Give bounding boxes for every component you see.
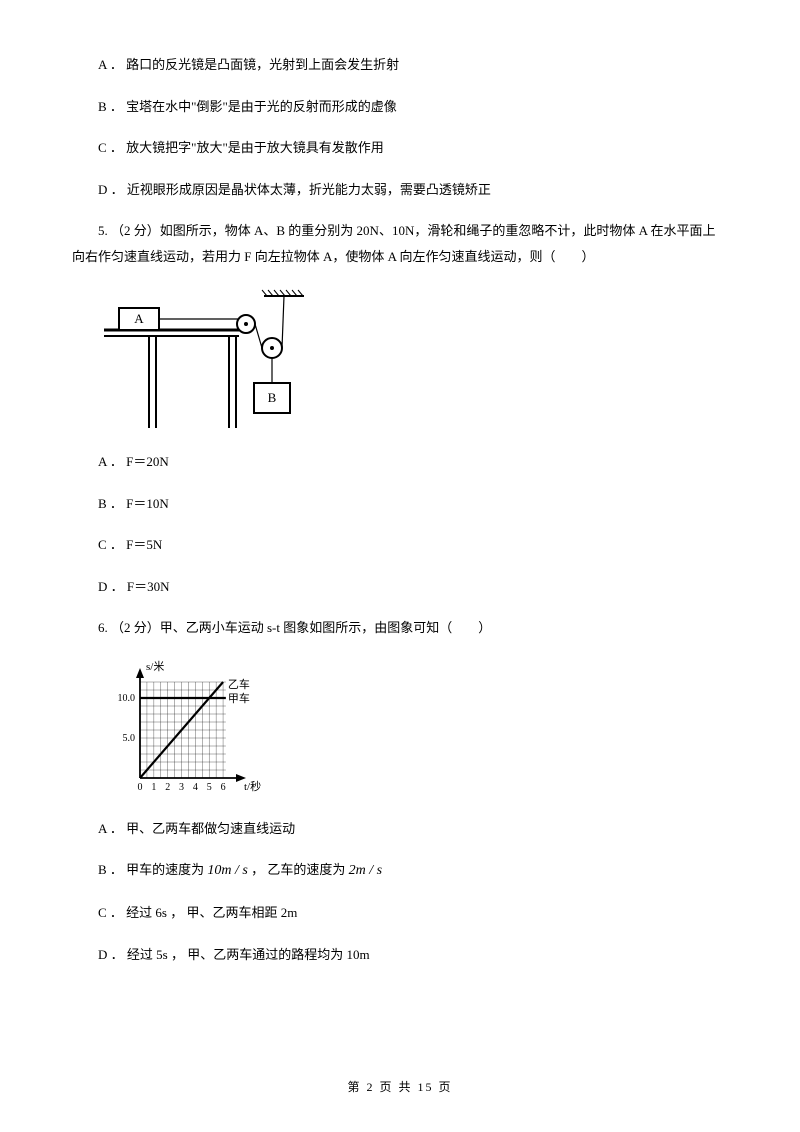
svg-text:10.0: 10.0 — [118, 693, 136, 704]
svg-text:A: A — [134, 311, 144, 326]
page-footer: 第 2 页 共 15 页 — [0, 1078, 800, 1096]
q6-optb-mid: ， 乙车的速度为 — [251, 862, 349, 877]
svg-text:3: 3 — [179, 782, 184, 793]
q5-option-d: D ． F＝30N — [72, 577, 728, 597]
svg-text:6: 6 — [221, 782, 226, 793]
svg-text:s/米: s/米 — [146, 660, 164, 673]
q5-option-b: B ． F＝10N — [72, 494, 728, 514]
svg-text:t/秒: t/秒 — [244, 779, 261, 793]
q6-option-b: B ． 甲车的速度为 10m / s ， 乙车的速度为 2m / s — [72, 860, 728, 881]
q5-figure: AB — [104, 288, 728, 428]
svg-text:0: 0 — [138, 782, 143, 793]
q5-stem-line2: 向右作匀速直线运动，若用力 F 向左拉物体 A，使物体 A 向左作匀速直线运动，… — [72, 247, 728, 267]
q6-optb-pre: B ． 甲车的速度为 — [98, 862, 207, 877]
svg-text:甲车: 甲车 — [228, 691, 250, 705]
svg-text:4: 4 — [193, 782, 198, 793]
q6-chart: 0123456 5.0 10.0 s/米 t/秒 乙车甲车 — [104, 660, 728, 795]
q5-option-c: C ． F＝5N — [72, 535, 728, 555]
q6-stem: 6. （2 分）甲、乙两小车运动 s-t 图象如图所示，由图象可知（ ） — [72, 618, 728, 638]
q6-option-a: A ． 甲、乙两车都做匀速直线运动 — [72, 819, 728, 839]
svg-text:5.0: 5.0 — [123, 733, 136, 744]
q4-option-d: D ． 近视眼形成原因是晶状体太薄，折光能力太弱，需要凸透镜矫正 — [72, 180, 728, 200]
svg-text:2: 2 — [165, 782, 170, 793]
q6-optb-formula1: 10m / s — [207, 863, 247, 878]
q5-stem-line1: 5. （2 分）如图所示，物体 A、B 的重分别为 20N、10N，滑轮和绳子的… — [72, 221, 728, 241]
svg-text:5: 5 — [207, 782, 212, 793]
svg-text:1: 1 — [151, 782, 156, 793]
q4-option-b: B ． 宝塔在水中"倒影"是由于光的反射而形成的虚像 — [72, 97, 728, 117]
q6-option-c: C ． 经过 6s ， 甲、乙两车相距 2m — [72, 903, 728, 923]
q6-option-d: D ． 经过 5s ， 甲、乙两车通过的路程均为 10m — [72, 945, 728, 965]
q4-option-a: A ． 路口的反光镜是凸面镜，光射到上面会发生折射 — [72, 55, 728, 75]
q4-option-c: C ． 放大镜把字"放大"是由于放大镜具有发散作用 — [72, 138, 728, 158]
svg-text:B: B — [268, 390, 277, 405]
q5-option-a: A ． F＝20N — [72, 452, 728, 472]
svg-text:乙车: 乙车 — [228, 677, 250, 691]
q6-optb-formula2: 2m / s — [349, 863, 382, 878]
